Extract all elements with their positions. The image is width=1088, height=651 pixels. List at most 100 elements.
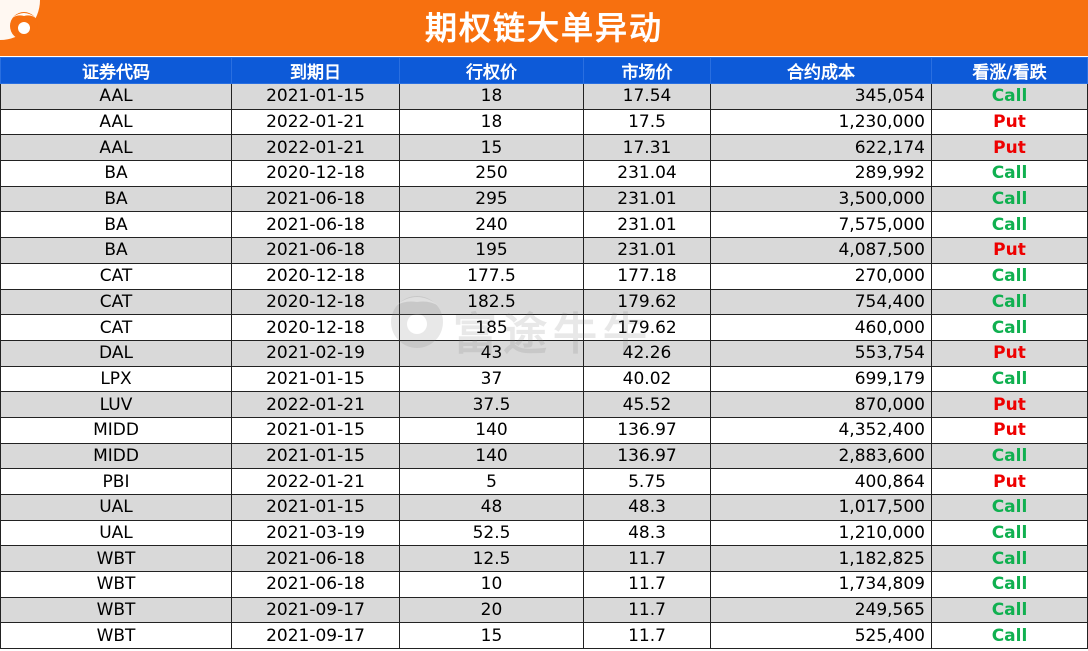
call-put-cell: Call <box>931 211 1088 239</box>
strike-cell: 20 <box>399 596 584 624</box>
contract-cost-cell: 622,174 <box>710 134 932 162</box>
call-put-cell: Call <box>931 185 1088 213</box>
call-put-cell: Call <box>931 519 1088 547</box>
expiry-cell: 2021-06-18 <box>231 571 400 598</box>
market-price-cell: 5.75 <box>583 468 711 495</box>
table-row: BA 2021-06-18 295 231.01 3,500,000 Call <box>0 185 1088 213</box>
call-put-cell: Put <box>931 339 1088 367</box>
contract-cost-cell: 2,883,600 <box>710 442 932 470</box>
table-row: CAT 2020-12-18 177.5 177.18 270,000 Call <box>0 262 1088 290</box>
call-put-cell: Put <box>931 108 1088 136</box>
call-put-cell: Put <box>931 416 1088 444</box>
market-price-cell: 136.97 <box>583 416 711 444</box>
call-put-cell: Put <box>931 134 1088 162</box>
contract-cost-cell: 4,087,500 <box>710 237 932 264</box>
table-row: LUV 2022-01-21 37.5 45.52 870,000 Put <box>0 391 1088 418</box>
table-row: BA 2021-06-18 195 231.01 4,087,500 Put <box>0 237 1088 264</box>
market-price-cell: 48.3 <box>583 519 711 547</box>
contract-cost-cell: 870,000 <box>710 391 932 418</box>
contract-cost-cell: 1,210,000 <box>710 519 932 547</box>
strike-cell: 15 <box>399 622 584 650</box>
contract-cost-cell: 345,054 <box>710 83 932 110</box>
strike-cell: 10 <box>399 571 584 598</box>
symbol-cell: UAL <box>0 519 232 547</box>
symbol-cell: BA <box>0 237 232 264</box>
expiry-cell: 2021-09-17 <box>231 622 400 650</box>
expiry-cell: 2021-02-19 <box>231 339 400 367</box>
market-price-cell: 17.31 <box>583 134 711 162</box>
futu-bull-logo-icon <box>0 0 40 40</box>
symbol-cell: BA <box>0 185 232 213</box>
expiry-cell: 2021-01-15 <box>231 494 400 521</box>
options-table: 证券代码 到期日 行权价 市场价 合约成本 看涨/看跌 AAL 2021-01-1… <box>0 57 1088 650</box>
market-price-cell: 11.7 <box>583 622 711 650</box>
strike-cell: 140 <box>399 416 584 444</box>
contract-cost-cell: 289,992 <box>710 160 932 187</box>
table-header-row: 证券代码 到期日 行权价 市场价 合约成本 看涨/看跌 <box>0 57 1088 84</box>
strike-cell: 18 <box>399 108 584 136</box>
table-row: UAL 2021-03-19 52.5 48.3 1,210,000 Call <box>0 519 1088 547</box>
table-row: LPX 2021-01-15 37 40.02 699,179 Call <box>0 365 1088 393</box>
strike-cell: 295 <box>399 185 584 213</box>
symbol-cell: BA <box>0 211 232 239</box>
table-row: PBI 2022-01-21 5 5.75 400,864 Put <box>0 468 1088 495</box>
col-header-call-put: 看涨/看跌 <box>931 57 1088 84</box>
symbol-cell: WBT <box>0 622 232 650</box>
market-price-cell: 231.01 <box>583 211 711 239</box>
expiry-cell: 2020-12-18 <box>231 314 400 341</box>
table-row: BA 2020-12-18 250 231.04 289,992 Call <box>0 160 1088 187</box>
symbol-cell: CAT <box>0 288 232 316</box>
symbol-cell: MIDD <box>0 416 232 444</box>
contract-cost-cell: 270,000 <box>710 262 932 290</box>
contract-cost-cell: 3,500,000 <box>710 185 932 213</box>
call-put-cell: Put <box>931 237 1088 264</box>
call-put-cell: Call <box>931 622 1088 650</box>
contract-cost-cell: 1,017,500 <box>710 494 932 521</box>
contract-cost-cell: 754,400 <box>710 288 932 316</box>
table-row: AAL 2021-01-15 18 17.54 345,054 Call <box>0 83 1088 110</box>
table-row: WBT 2021-06-18 10 11.7 1,734,809 Call <box>0 571 1088 598</box>
market-price-cell: 42.26 <box>583 339 711 367</box>
table-row: MIDD 2021-01-15 140 136.97 2,883,600 Call <box>0 442 1088 470</box>
col-header-strike: 行权价 <box>399 57 584 84</box>
expiry-cell: 2022-01-21 <box>231 468 400 495</box>
strike-cell: 52.5 <box>399 519 584 547</box>
symbol-cell: WBT <box>0 596 232 624</box>
symbol-cell: UAL <box>0 494 232 521</box>
col-header-symbol: 证券代码 <box>0 57 232 84</box>
market-price-cell: 48.3 <box>583 494 711 521</box>
strike-cell: 182.5 <box>399 288 584 316</box>
strike-cell: 250 <box>399 160 584 187</box>
expiry-cell: 2020-12-18 <box>231 262 400 290</box>
col-header-market-price: 市场价 <box>583 57 711 84</box>
market-price-cell: 179.62 <box>583 288 711 316</box>
symbol-cell: AAL <box>0 134 232 162</box>
symbol-cell: PBI <box>0 468 232 495</box>
market-price-cell: 231.01 <box>583 237 711 264</box>
table-row: UAL 2021-01-15 48 48.3 1,017,500 Call <box>0 494 1088 521</box>
strike-cell: 185 <box>399 314 584 341</box>
strike-cell: 43 <box>399 339 584 367</box>
contract-cost-cell: 249,565 <box>710 596 932 624</box>
strike-cell: 5 <box>399 468 584 495</box>
symbol-cell: WBT <box>0 545 232 573</box>
strike-cell: 48 <box>399 494 584 521</box>
contract-cost-cell: 699,179 <box>710 365 932 393</box>
contract-cost-cell: 525,400 <box>710 622 932 650</box>
expiry-cell: 2021-06-18 <box>231 237 400 264</box>
symbol-cell: LPX <box>0 365 232 393</box>
call-put-cell: Call <box>931 365 1088 393</box>
contract-cost-cell: 553,754 <box>710 339 932 367</box>
strike-cell: 15 <box>399 134 584 162</box>
contract-cost-cell: 1,182,825 <box>710 545 932 573</box>
contract-cost-cell: 400,864 <box>710 468 932 495</box>
expiry-cell: 2022-01-21 <box>231 134 400 162</box>
symbol-cell: AAL <box>0 83 232 110</box>
call-put-cell: Put <box>931 391 1088 418</box>
expiry-cell: 2021-06-18 <box>231 211 400 239</box>
call-put-cell: Call <box>931 596 1088 624</box>
expiry-cell: 2021-06-18 <box>231 185 400 213</box>
table-row: DAL 2021-02-19 43 42.26 553,754 Put <box>0 339 1088 367</box>
contract-cost-cell: 460,000 <box>710 314 932 341</box>
expiry-cell: 2022-01-21 <box>231 391 400 418</box>
